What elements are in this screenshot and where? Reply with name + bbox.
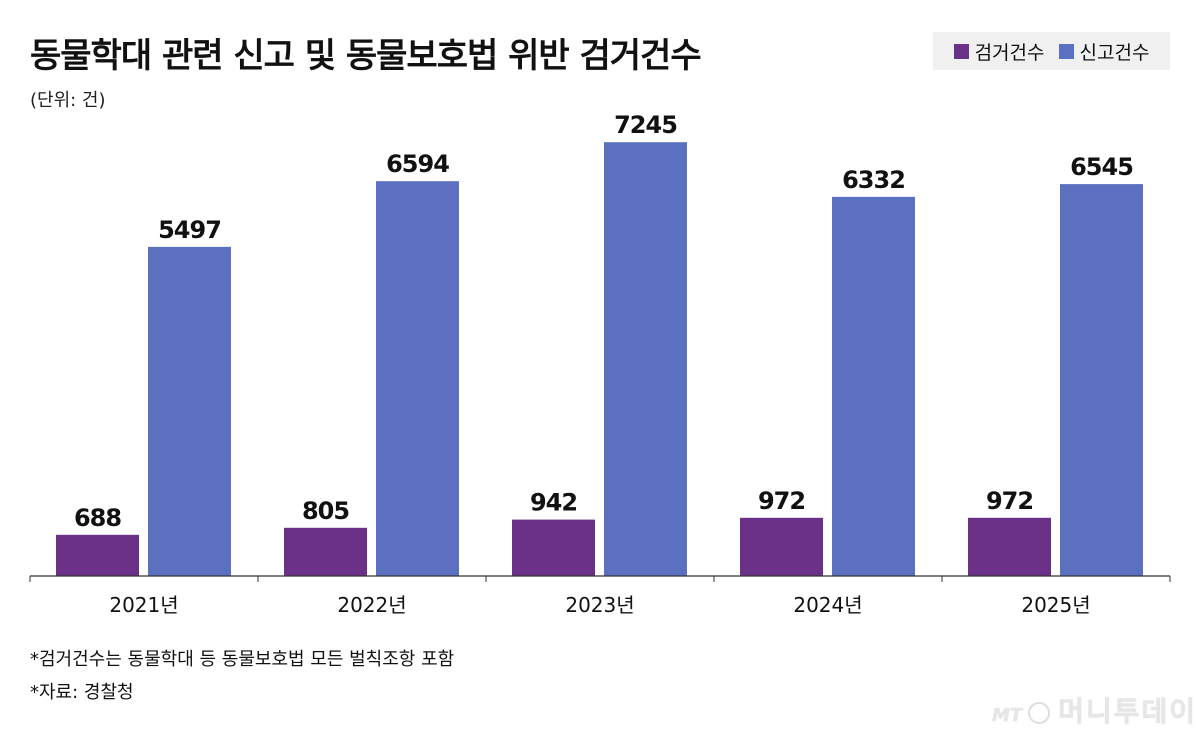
bar xyxy=(968,517,1051,576)
legend-item-reports: 신고건수 xyxy=(1058,38,1150,65)
legend-swatch xyxy=(1058,43,1074,59)
bar xyxy=(512,519,595,576)
x-tick-label: 2023년 xyxy=(565,593,634,617)
x-tick-label: 2025년 xyxy=(1021,593,1090,617)
x-tick-label: 2024년 xyxy=(793,593,862,617)
data-label: 805 xyxy=(302,497,349,525)
legend-swatch xyxy=(953,43,969,59)
footnote: *검거건수는 동물학대 등 동물보호법 모든 벌칙조항 포함 xyxy=(30,649,455,670)
legend-item-arrests: 검거건수 xyxy=(953,38,1045,65)
data-label: 6545 xyxy=(1070,153,1133,181)
bar xyxy=(56,534,139,576)
unit-label: (단위: 건) xyxy=(30,90,106,111)
x-tick-label: 2021년 xyxy=(109,593,178,617)
legend-label: 신고건수 xyxy=(1079,41,1150,64)
x-tick-label: 2022년 xyxy=(337,593,406,617)
logo-circle-icon xyxy=(1028,702,1051,724)
data-label: 688 xyxy=(74,504,121,532)
bar xyxy=(740,517,823,576)
watermark-prefix: MT xyxy=(992,705,1023,726)
data-label: 5497 xyxy=(158,216,221,244)
bar xyxy=(604,142,687,576)
data-label: 6332 xyxy=(842,166,905,194)
chart-title: 동물학대 관련 신고 및 동물보호법 위반 검거건수 xyxy=(30,36,702,76)
data-label: 942 xyxy=(530,489,577,517)
bar xyxy=(148,246,231,576)
bar xyxy=(284,527,367,576)
legend-label: 검거건수 xyxy=(974,41,1045,64)
data-label: 972 xyxy=(986,487,1033,515)
bar xyxy=(832,196,915,576)
legend: 검거건수 신고건수 xyxy=(933,32,1170,70)
data-label: 6594 xyxy=(386,150,449,178)
data-label: 972 xyxy=(758,487,805,515)
bar xyxy=(1060,184,1143,577)
watermark-logo: MT 머니투데이 xyxy=(992,690,1197,730)
bar xyxy=(376,181,459,576)
watermark-text: 머니투데이 xyxy=(1058,695,1198,728)
data-label: 7245 xyxy=(614,111,677,139)
source-note: *자료: 경찰청 xyxy=(30,682,134,703)
